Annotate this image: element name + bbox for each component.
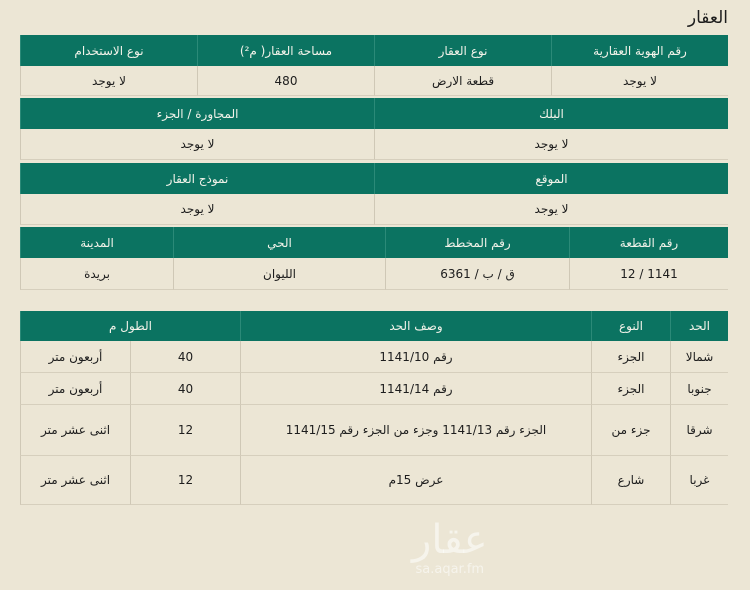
value-neighborhood-part: لا يوجد xyxy=(20,129,374,160)
header-location: الموقع xyxy=(374,163,728,194)
header-property-model: نموذج العقار xyxy=(20,163,374,194)
boundary-length-text: اثنى عشر متر xyxy=(20,405,130,456)
value-property-id: لا يوجد xyxy=(551,66,728,96)
header-side: الحد xyxy=(670,311,728,341)
header-block: البلك xyxy=(374,98,728,129)
boundaries-table: الحد النوع وصف الحد الطول م شمالا الجزء رق… xyxy=(20,311,728,505)
watermark-logo: عقار xyxy=(412,517,488,563)
boundary-side: شرقا xyxy=(670,405,728,456)
boundary-length: 12 xyxy=(130,456,240,505)
header-property-type: نوع العقار xyxy=(374,35,551,66)
header-area: مساحة العقار( م²) xyxy=(197,35,374,66)
boundary-description: رقم 1141/10 xyxy=(240,341,591,373)
boundary-description: عرض 15م xyxy=(240,456,591,505)
header-description: وصف الحد xyxy=(240,311,591,341)
value-area: 480 xyxy=(197,66,374,96)
value-location: لا يوجد xyxy=(374,194,728,225)
header-plan-number: رقم المخطط xyxy=(385,227,569,258)
boundary-side: جنوبا xyxy=(670,373,728,405)
boundary-length: 40 xyxy=(130,341,240,373)
header-type: النوع xyxy=(591,311,670,341)
header-usage-type: نوع الاستخدام xyxy=(20,35,197,66)
header-neighborhood-part: المجاورة / الجزء xyxy=(20,98,374,129)
header-plot-number: رقم القطعة xyxy=(569,227,728,258)
boundary-length: 40 xyxy=(130,373,240,405)
value-city: بريدة xyxy=(20,258,173,290)
boundary-length-text: أربعون متر xyxy=(20,373,130,405)
value-plot-number: 1141 / 12 xyxy=(569,258,728,290)
boundary-description: رقم 1141/14 xyxy=(240,373,591,405)
header-length: الطول م xyxy=(20,311,240,341)
value-plan-number: ق / ب / 6361 xyxy=(385,258,569,290)
header-city: المدينة xyxy=(20,227,173,258)
boundary-side: شمالا xyxy=(670,341,728,373)
value-property-type: قطعة الارض xyxy=(374,66,551,96)
boundary-length: 12 xyxy=(130,405,240,456)
boundary-type: جزء من xyxy=(591,405,670,456)
header-property-id: رقم الهوية العقارية xyxy=(551,35,728,66)
property-table-row1: رقم الهوية العقارية نوع العقار مساحة الع… xyxy=(20,35,728,96)
value-property-model: لا يوجد xyxy=(20,194,374,225)
boundary-type: شارع xyxy=(591,456,670,505)
property-table-row4: رقم القطعة رقم المخطط الحي المدينة 1141 … xyxy=(20,227,728,290)
boundary-length-text: اثنى عشر متر xyxy=(20,456,130,505)
watermark-site: sa.aqar.fm xyxy=(415,562,485,577)
property-table-row3: الموقع نموذج العقار لا يوجد لا يوجد xyxy=(20,163,728,225)
value-block: لا يوجد xyxy=(374,129,728,160)
value-usage-type: لا يوجد xyxy=(20,66,197,96)
boundary-type: الجزء xyxy=(591,373,670,405)
boundary-description: الجزء رقم 1141/13 وجزء من الجزء رقم 1141… xyxy=(240,405,591,456)
boundary-side: غربا xyxy=(670,456,728,505)
value-district: الليوان xyxy=(173,258,385,290)
property-table-row2: البلك المجاورة / الجزء لا يوجد لا يوجد xyxy=(20,98,728,160)
boundary-type: الجزء xyxy=(591,341,670,373)
header-district: الحي xyxy=(173,227,385,258)
section-title: العقار xyxy=(687,8,728,28)
boundary-length-text: أربعون متر xyxy=(20,341,130,373)
watermark: عقار sa.aqar.fm xyxy=(412,518,488,577)
